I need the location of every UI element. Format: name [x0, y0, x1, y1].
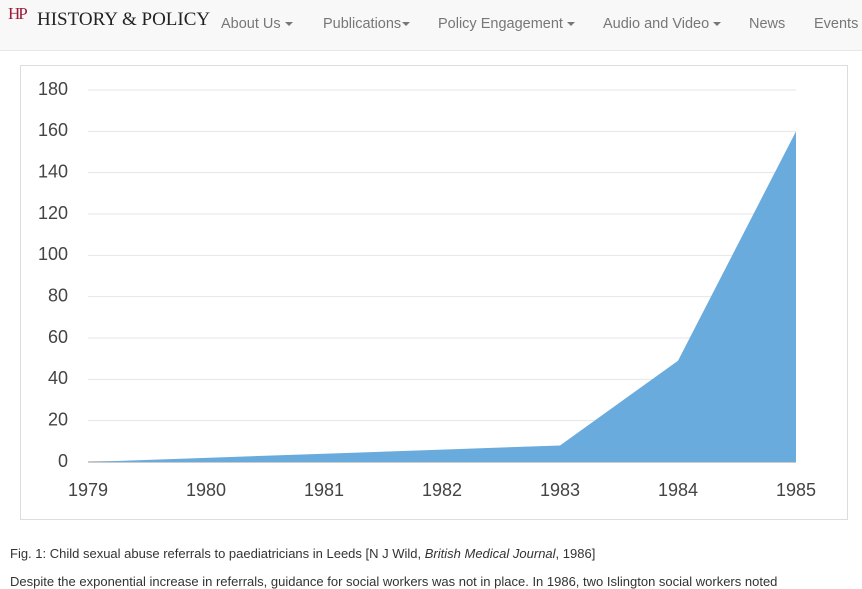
logo-text[interactable]: HISTORY & POLICY: [37, 9, 211, 30]
area: [88, 131, 796, 463]
nav-item[interactable]: Audio and Video: [603, 16, 722, 32]
navbar: HP HISTORY & POLICY About Us Publication…: [0, 0, 862, 51]
x-tick-label: 1983: [540, 480, 580, 500]
y-tick-label: 0: [58, 451, 68, 471]
body-text: Despite the exponential increase in refe…: [10, 574, 778, 589]
nav-item[interactable]: About Us: [221, 16, 293, 32]
y-tick-label: 60: [48, 327, 68, 347]
x-tick-label: 1982: [422, 480, 462, 500]
x-tick-label: 1984: [658, 480, 698, 500]
nav-item[interactable]: News: [749, 16, 786, 32]
logo-mark[interactable]: HP: [8, 4, 28, 23]
y-tick-label: 40: [48, 368, 68, 388]
nav-item[interactable]: Publications: [323, 16, 411, 32]
y-tick-label: 100: [38, 244, 68, 264]
x-tick-label: 1979: [68, 480, 108, 500]
y-tick-label: 20: [48, 409, 68, 429]
y-tick-label: 80: [48, 285, 68, 305]
figure-caption: Fig. 1: Child sexual abuse referrals to …: [10, 546, 596, 561]
nav-item[interactable]: Events: [814, 16, 859, 32]
y-tick-label: 120: [38, 203, 68, 223]
y-tick-label: 160: [38, 120, 68, 140]
x-tick-label: 1981: [304, 480, 344, 500]
y-tick-label: 140: [38, 161, 68, 181]
nav-item[interactable]: Policy Engagement: [438, 16, 575, 32]
x-tick-label: 1985: [776, 480, 816, 500]
x-tick-label: 1980: [186, 480, 226, 500]
y-tick-label: 180: [38, 79, 68, 99]
